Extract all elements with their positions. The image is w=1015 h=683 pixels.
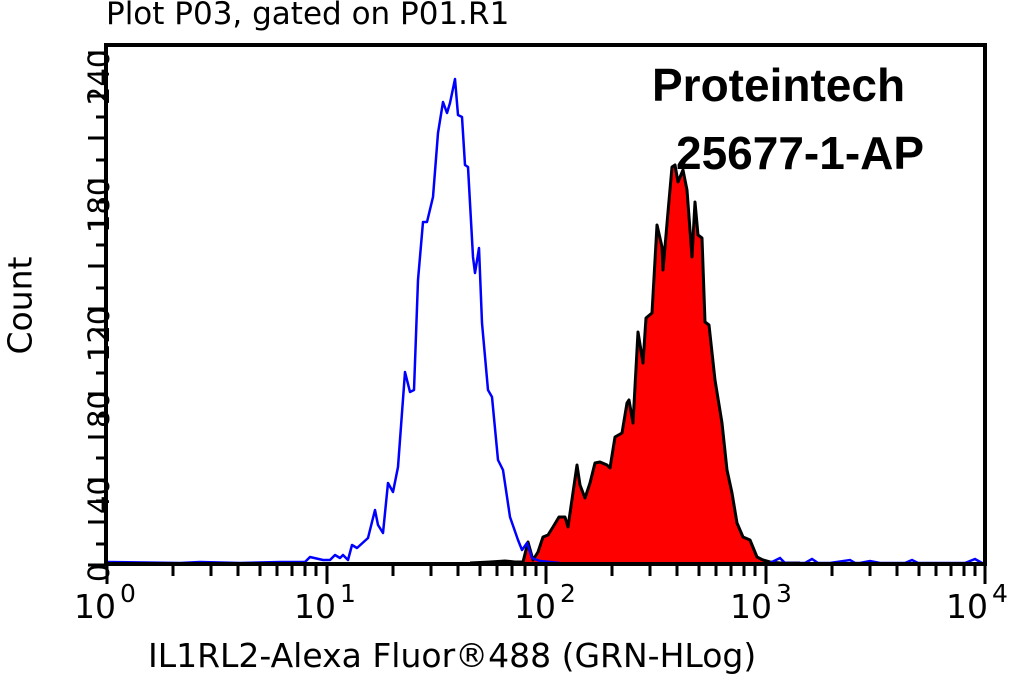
y-tick-label-0: 0 <box>82 563 116 582</box>
y-tick-label-240: 240 <box>82 49 116 105</box>
y-axis-label: Count <box>0 256 40 355</box>
plot-title: Plot P03, gated on P01.R1 <box>106 0 510 32</box>
x-tick-label-1e4: 10 4 <box>946 579 1008 626</box>
y-tick-label-40: 40 <box>82 477 116 514</box>
y-tick-label-120: 120 <box>82 306 116 362</box>
x-axis-label: IL1RL2-Alexa Fluor®488 (GRN-HLog) <box>148 636 757 675</box>
sample-histogram-outline <box>469 163 800 565</box>
sample-histogram-fill <box>518 165 772 565</box>
brand-annotation-catalog-number: 25677-1-AP <box>676 127 925 179</box>
x-tick-label-1e1: 10 1 <box>294 579 356 626</box>
y-tick-label-180: 180 <box>82 177 116 233</box>
y-axis-ticks <box>88 51 106 567</box>
brand-annotation-proteintech: Proteintech <box>652 59 906 111</box>
plot-frame <box>104 43 987 566</box>
x-tick-label-1e3: 10 3 <box>730 579 792 626</box>
x-axis-ticks <box>105 565 987 584</box>
y-tick-label-80: 80 <box>82 391 116 428</box>
x-tick-label-1e0: 10 0 <box>74 579 136 626</box>
x-tick-label-1e2: 10 2 <box>514 579 576 626</box>
control-histogram-line <box>106 77 561 565</box>
